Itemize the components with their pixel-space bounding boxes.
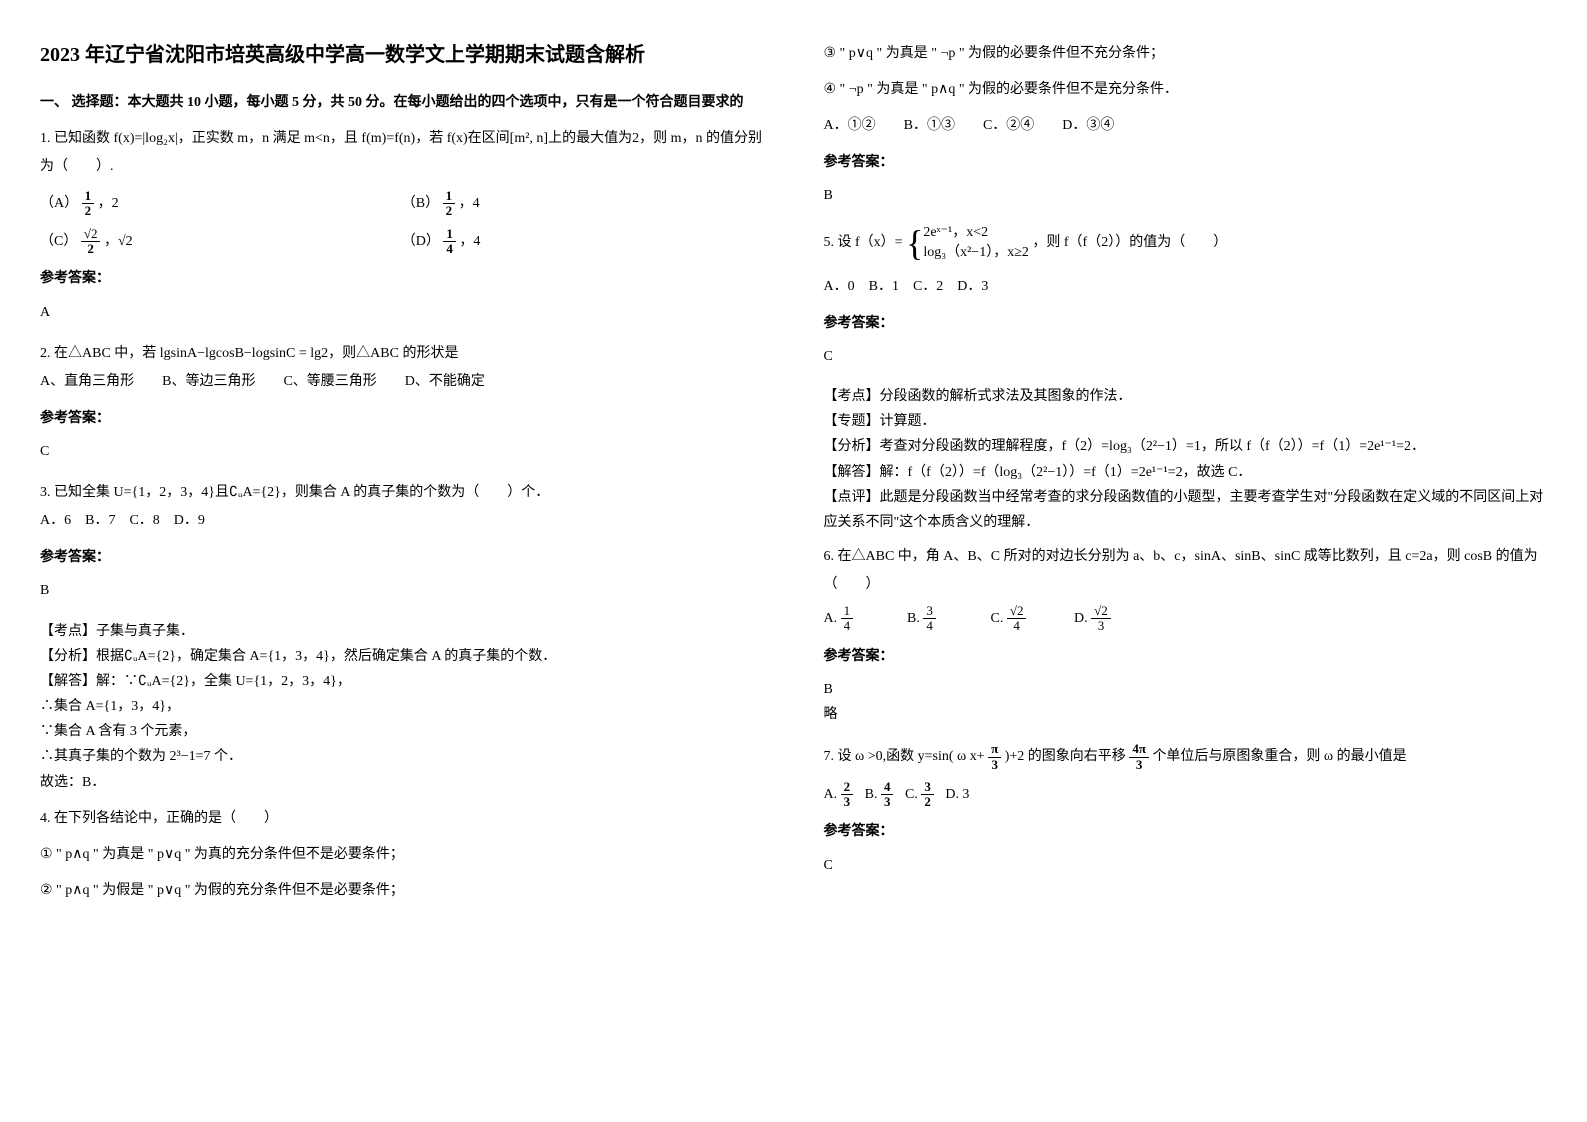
- question-5: 5. 设 f（x）= { 2eˣ⁻¹，x<2 log₃（x²−1），x≥2 ，则…: [824, 223, 1548, 300]
- fraction-icon: 34: [923, 604, 936, 634]
- q3-answer: B: [40, 578, 764, 603]
- page-container: 2023 年辽宁省沈阳市培英高级中学高一数学文上学期期末试题含解析 一、 选择题…: [40, 40, 1547, 915]
- answer-label: 参考答案：: [824, 644, 1548, 669]
- answer-label: 参考答案：: [824, 819, 1548, 844]
- question-3: 3. 已知全集 U={1，2，3，4}且∁ᵤA={2}，则集合 A 的真子集的个…: [40, 479, 764, 535]
- fraction-icon: √24: [1007, 604, 1027, 634]
- q1-answer: A: [40, 300, 764, 325]
- q5-answer: C: [824, 344, 1548, 369]
- fraction-icon: 14: [443, 227, 456, 257]
- q6-options: A. 14 B. 34 C. √24 D. √23: [824, 604, 1548, 634]
- q5-options: A．0 B．1 C．2 D．3: [824, 273, 1548, 301]
- fraction-icon: 32: [921, 780, 934, 810]
- q7-answer: C: [824, 853, 1548, 878]
- fraction-icon: 43: [881, 780, 894, 810]
- fraction-icon: 12: [443, 189, 456, 219]
- q1-option-b: （B） 12 ，4: [402, 189, 764, 219]
- q6-exp: 略: [824, 702, 1548, 727]
- section-1-title: 一、 选择题：本大题共 10 小题，每小题 5 分，共 50 分。在每小题给出的…: [40, 90, 764, 115]
- q1-option-d: （D） 14 ，4: [402, 227, 764, 257]
- q4-answer: B: [824, 183, 1548, 208]
- piecewise-icon: { 2eˣ⁻¹，x<2 log₃（x²−1），x≥2: [906, 223, 1029, 262]
- exp-line: 【解答】解：f（f（2））=f（log₃（2²−1））=f（1）=2e¹⁻¹=2…: [824, 460, 1548, 485]
- q6-answer: B: [824, 677, 1548, 702]
- q7-text-a: 7. 设 ω >0,函数 y=sin( ω x+: [824, 749, 985, 764]
- exp-line: 【分析】考查对分段函数的理解程度，f（2）=log₃（2²−1）=1，所以 f（…: [824, 434, 1548, 459]
- q2-text: 2. 在△ABC 中，若 lgsinA−lgcosB−logsinC = lg2…: [40, 340, 764, 368]
- question-2: 2. 在△ABC 中，若 lgsinA−lgcosB−logsinC = lg2…: [40, 340, 764, 396]
- exp-line: ∴其真子集的个数为 2³−1=7 个．: [40, 744, 764, 769]
- q4-text: 4. 在下列各结论中，正确的是（ ）: [40, 805, 764, 833]
- exp-line: 【分析】根据∁ᵤA={2}，确定集合 A={1，3，4}，然后确定集合 A 的真…: [40, 644, 764, 669]
- exp-line: 故选：B．: [40, 770, 764, 795]
- exp-line: 【考点】子集与真子集．: [40, 619, 764, 644]
- q2-answer: C: [40, 439, 764, 464]
- q7-text-c: 个单位后与原图象重合，则 ω 的最小值是: [1152, 749, 1406, 764]
- document-title: 2023 年辽宁省沈阳市培英高级中学高一数学文上学期期末试题含解析: [40, 40, 764, 70]
- q5-explanation: 【考点】分段函数的解析式求法及其图象的作法． 【专题】计算题． 【分析】考查对分…: [824, 384, 1548, 535]
- q5-text-a: 5. 设 f（x）=: [824, 235, 903, 250]
- answer-label: 参考答案：: [40, 406, 764, 431]
- q1-options-row-1: （A） 12 ，2 （B） 12 ，4: [40, 189, 764, 219]
- q2-options: A、直角三角形 B、等边三角形 C、等腰三角形 D、不能确定: [40, 368, 764, 396]
- question-4-cont: ③ " p∨q " 为真是 " ¬p " 为假的必要条件但不充分条件； ④ " …: [824, 40, 1548, 140]
- exp-line: 【专题】计算题．: [824, 409, 1548, 434]
- exp-line: ∵集合 A 含有 3 个元素，: [40, 719, 764, 744]
- question-7: 7. 设 ω >0,函数 y=sin( ω x+ π3 )+2 的图象向右平移 …: [824, 742, 1548, 809]
- exp-line: 【点评】此题是分段函数当中经常考查的求分段函数值的小题型，主要考查学生对"分段函…: [824, 485, 1548, 535]
- q1-option-a: （A） 12 ，2: [40, 189, 402, 219]
- q1-option-c: （C） √22 ，√2: [40, 227, 402, 257]
- right-column: ③ " p∨q " 为真是 " ¬p " 为假的必要条件但不充分条件； ④ " …: [824, 40, 1548, 915]
- fraction-icon: 23: [841, 780, 854, 810]
- q4-line2: ② " p∧q " 为假是 " p∨q " 为假的充分条件但不是必要条件；: [40, 877, 764, 905]
- exp-line: ∴集合 A={1，3，4}，: [40, 694, 764, 719]
- left-column: 2023 年辽宁省沈阳市培英高级中学高一数学文上学期期末试题含解析 一、 选择题…: [40, 40, 764, 915]
- exp-line: 【解答】解：∵∁ᵤA={2}，全集 U={1，2，3，4}，: [40, 669, 764, 694]
- q4-line3: ③ " p∨q " 为真是 " ¬p " 为假的必要条件但不充分条件；: [824, 40, 1548, 68]
- q3-text: 3. 已知全集 U={1，2，3，4}且∁ᵤA={2}，则集合 A 的真子集的个…: [40, 479, 764, 507]
- q4-line1: ① " p∧q " 为真是 " p∨q " 为真的充分条件但不是必要条件；: [40, 841, 764, 869]
- q5-text-b: ，则 f（f（2））的值为（ ）: [1032, 235, 1227, 250]
- answer-label: 参考答案：: [824, 311, 1548, 336]
- q1-text: 1. 已知函数 f(x)=|log₂x|，正实数 m，n 满足 m<n，且 f(…: [40, 125, 764, 181]
- question-1: 1. 已知函数 f(x)=|log₂x|，正实数 m，n 满足 m<n，且 f(…: [40, 125, 764, 256]
- fraction-icon: 4π3: [1129, 742, 1149, 772]
- answer-label: 参考答案：: [824, 150, 1548, 175]
- fraction-icon: √23: [1091, 604, 1111, 634]
- fraction-icon: 12: [82, 189, 95, 219]
- exp-line: 【考点】分段函数的解析式求法及其图象的作法．: [824, 384, 1548, 409]
- answer-label: 参考答案：: [40, 545, 764, 570]
- q7-options: A. 23 B. 43 C. 32 D. 3: [824, 780, 1548, 810]
- question-4: 4. 在下列各结论中，正确的是（ ） ① " p∧q " 为真是 " p∨q "…: [40, 805, 764, 905]
- q3-options: A．6 B．7 C．8 D．9: [40, 507, 764, 535]
- q4-line4: ④ " ¬p " 为真是 " p∧q " 为假的必要条件但不是充分条件．: [824, 76, 1548, 104]
- q4-options: A．①② B．①③ C．②④ D．③④: [824, 112, 1548, 140]
- q6-text: 6. 在△ABC 中，角 A、B、C 所对的对边长分别为 a、b、c，sinA、…: [824, 543, 1548, 599]
- q3-explanation: 【考点】子集与真子集． 【分析】根据∁ᵤA={2}，确定集合 A={1，3，4}…: [40, 619, 764, 795]
- brace-icon: {: [906, 225, 923, 261]
- fraction-icon: 14: [841, 604, 854, 634]
- fraction-icon: √22: [81, 227, 101, 257]
- fraction-icon: π3: [988, 742, 1001, 772]
- question-6: 6. 在△ABC 中，角 A、B、C 所对的对边长分别为 a、b、c，sinA、…: [824, 543, 1548, 634]
- q1-options-row-2: （C） √22 ，√2 （D） 14 ，4: [40, 227, 764, 257]
- q7-text-b: )+2 的图象向右平移: [1005, 749, 1126, 764]
- answer-label: 参考答案：: [40, 266, 764, 291]
